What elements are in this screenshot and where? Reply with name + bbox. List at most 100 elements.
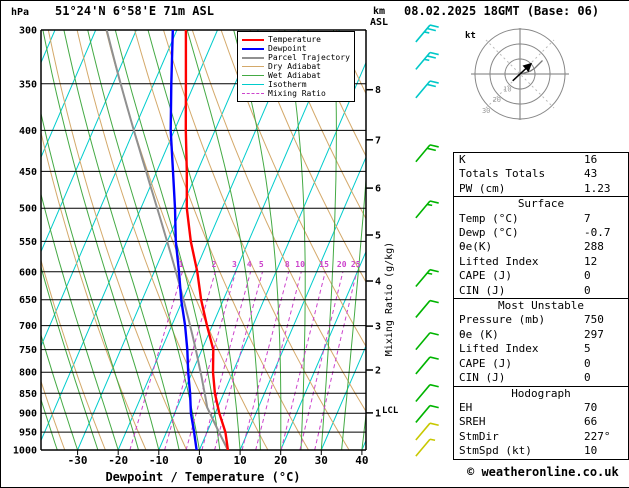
isotherm-line <box>41 30 137 253</box>
wind-barb <box>415 24 439 43</box>
stat-label: PW (cm) <box>459 181 506 195</box>
pressure-tick-label: 550 <box>19 237 37 248</box>
wind-barb-column <box>415 24 439 457</box>
stats-row: CIN (J) 0 <box>454 371 628 385</box>
legend-line-sample <box>242 47 264 50</box>
stat-label: CIN (J) <box>459 371 506 385</box>
legend-line-sample <box>242 93 264 94</box>
wind-barb <box>415 51 439 70</box>
stats-row: Pressure (mb) 750 <box>454 313 628 327</box>
hodograph-trace <box>519 60 543 75</box>
stats-row: PW (cm) 1.23 <box>454 182 628 196</box>
stat-value: 5 <box>584 342 591 356</box>
profile-layer <box>105 30 230 450</box>
stat-label: Pressure (mb) <box>459 313 546 327</box>
stats-row: Lifted Index 5 <box>454 342 628 356</box>
hodograph-ring-label: 20 <box>493 96 501 104</box>
wind-barb <box>415 383 439 403</box>
mixing-ratio-value-label: 15 <box>319 260 329 269</box>
legend-item: Temperature <box>242 35 350 44</box>
km-tick-label: 2 <box>375 366 381 377</box>
wind-barb <box>415 268 439 288</box>
stats-row: θe(K) 288 <box>454 240 628 254</box>
isotherm-line <box>77 30 259 450</box>
stats-row: StmSpd (kt) 10 <box>454 444 628 458</box>
mixing-ratio-axis-label: Mixing Ratio (g/kg) <box>384 242 395 356</box>
mixing-ratio-line <box>201 271 252 450</box>
temp-tick-label: -20 <box>108 454 128 467</box>
legend-item: Wet Adiabat <box>242 71 350 80</box>
pressure-tick-label: 900 <box>19 409 37 420</box>
mixing-ratio-line <box>164 271 216 450</box>
stat-label: Temp (°C) <box>459 211 519 225</box>
stat-value: 12 <box>584 254 598 268</box>
isotherm-line <box>41 30 218 442</box>
legend-item-label: Isotherm <box>268 80 307 89</box>
mixing-ratio-line <box>255 271 302 450</box>
parcel-trajectory-line <box>105 30 229 450</box>
legend-item: Isotherm <box>242 80 350 89</box>
temp-tick-label: 20 <box>274 454 287 467</box>
pressure-tick-label: 750 <box>19 345 37 356</box>
mixing-ratio-labels: 1 2 3 4 5 8 10 15 20 25 <box>179 260 361 269</box>
temp-tick-label: -10 <box>149 454 169 467</box>
wind-barb <box>415 404 439 423</box>
stat-label: Lifted Index <box>459 254 539 268</box>
pressure-tick-label: 650 <box>19 295 37 306</box>
wind-barb <box>415 331 439 351</box>
wet-adiabat-line <box>41 265 99 450</box>
stat-value: 227° <box>584 429 611 443</box>
stats-row: EH 70 <box>454 401 628 415</box>
stat-value: 0 <box>584 356 591 370</box>
km-axis-label: km <box>373 6 385 17</box>
legend-line-sample <box>242 66 264 67</box>
legend-line-sample <box>242 75 264 76</box>
pressure-tick-label: 950 <box>19 428 37 439</box>
stat-label: CAPE (J) <box>459 356 512 370</box>
stats-row: CIN (J) 0 <box>454 284 628 298</box>
legend-item-label: Parcel Trajectory <box>268 53 350 62</box>
hpa-axis-label: hPa <box>11 7 29 18</box>
stat-value: 0 <box>584 283 591 297</box>
pressure-tick-label: 800 <box>19 368 37 379</box>
pressure-tick-label: 600 <box>19 267 37 278</box>
pressure-tick-label: 400 <box>19 126 37 137</box>
wet-adiabat-line <box>42 30 160 450</box>
stat-label: Lifted Index <box>459 342 539 356</box>
wind-barb <box>415 299 439 318</box>
mixing-ratio-value-label: 8 <box>285 260 290 269</box>
km-tick-label: 5 <box>375 231 381 242</box>
stat-value: 297 <box>584 327 604 341</box>
stat-value: 16 <box>584 153 598 166</box>
mixing-ratio-value-label: 4 <box>247 260 252 269</box>
dry-adiabat-line <box>249 30 366 284</box>
hodograph-diagonal <box>485 39 555 109</box>
storm-motion-arrow <box>512 62 533 82</box>
stats-table-header: Most Unstable <box>497 299 585 313</box>
legend-item: Dry Adiabat <box>242 62 350 71</box>
stats-table-header: Hodograph <box>511 386 571 400</box>
stats-row: Temp (°C) 7 <box>454 212 628 226</box>
legend-item: Parcel Trajectory <box>242 53 350 62</box>
isotherm-line <box>41 30 178 348</box>
stats-table-header: Surface <box>517 197 565 211</box>
mixing-ratio-line <box>129 271 183 450</box>
copyright: © weatheronline.co.uk <box>467 465 619 479</box>
stat-label: CIN (J) <box>459 283 506 297</box>
legend-line-sample <box>242 56 264 59</box>
mixing-ratio-value-label: 5 <box>259 260 264 269</box>
dry-adiabat-line <box>41 379 66 450</box>
pressure-tick-label: 500 <box>19 204 37 215</box>
hodograph-ring <box>489 43 551 105</box>
stats-table: Hodograph EH 70 SREH 66 StmDir 227° StmSpd (kt)… <box>453 385 629 460</box>
mixing-ratio-value-label: 2 <box>212 260 217 269</box>
wind-barb <box>415 438 436 457</box>
temp-tick-label: 30 <box>315 454 328 467</box>
stat-label: StmSpd (kt) <box>459 444 532 458</box>
isotherm-line <box>1 30 14 450</box>
stats-row: K 16 <box>454 153 628 167</box>
legend-item-label: Dry Adiabat <box>268 62 321 71</box>
wind-barb <box>415 356 439 375</box>
stats-panel: K 16 Totals Totals 43 PW (cm) 1.23 Surface Temp… <box>453 152 629 460</box>
km-tick-label: 4 <box>375 277 381 288</box>
